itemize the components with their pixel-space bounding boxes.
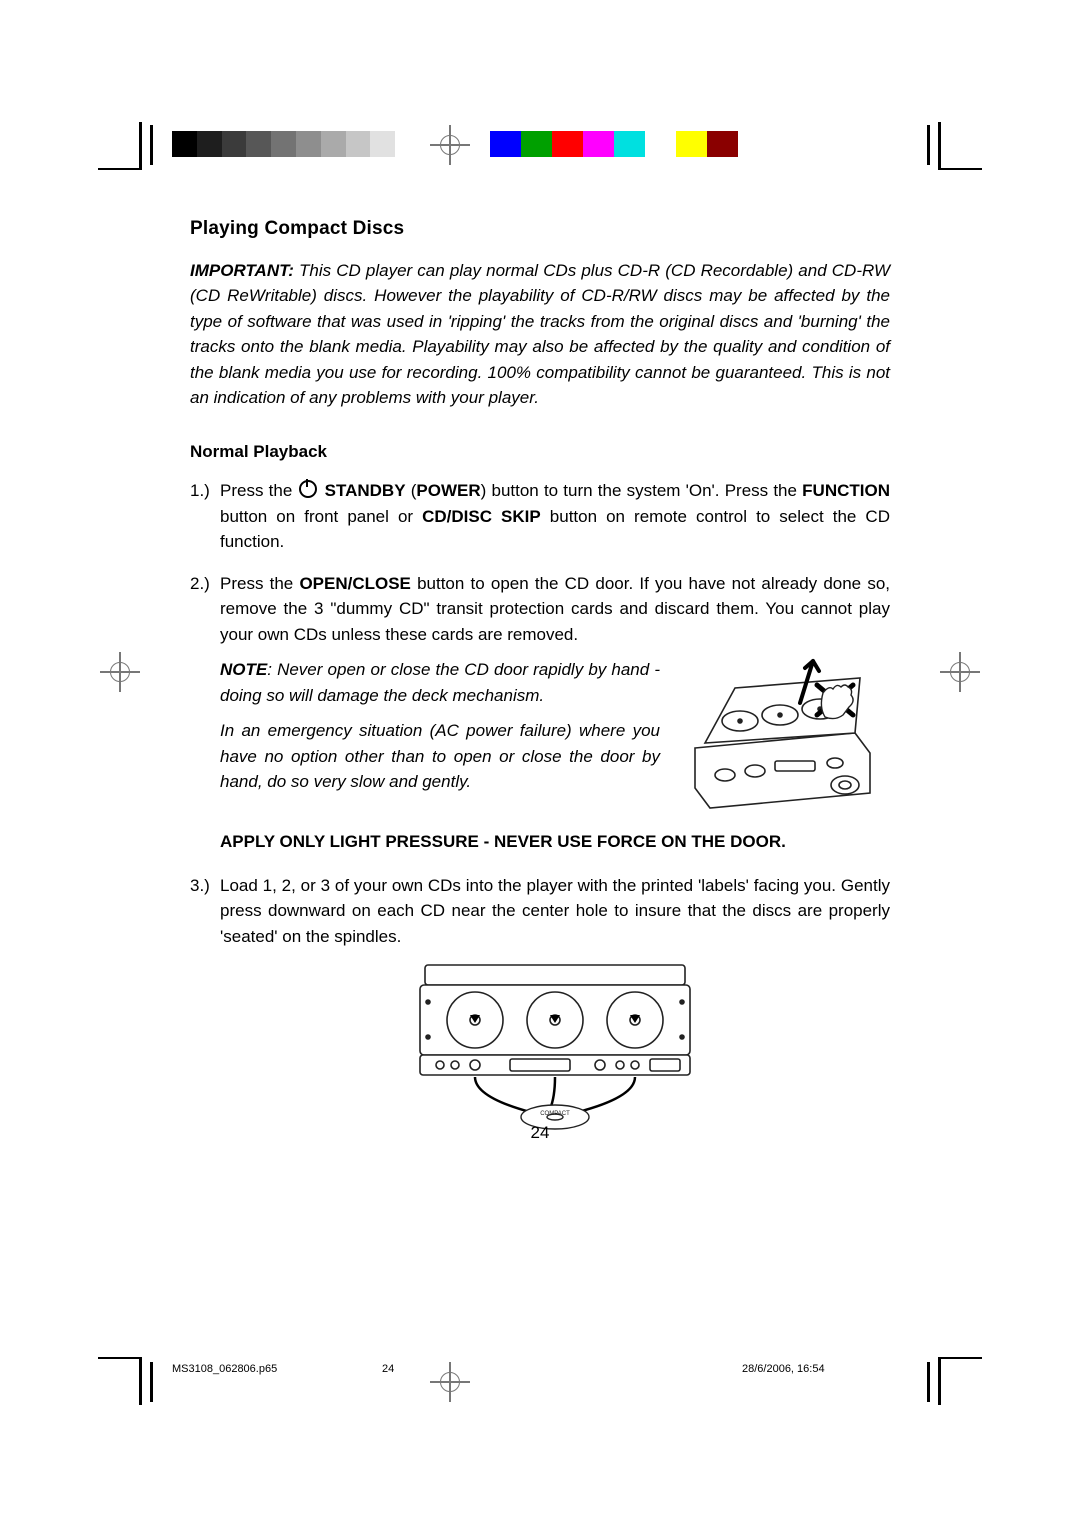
step-note-2: In an emergency situation (AC power fail… [220, 718, 660, 795]
cropmark [927, 125, 930, 165]
swatch [321, 131, 346, 157]
swatch [521, 131, 552, 157]
swatch [707, 131, 738, 157]
color-calibration-bar [490, 131, 738, 157]
registration-mark-icon [430, 125, 470, 165]
footer-datetime: 28/6/2006, 16:54 [582, 1363, 908, 1375]
swatch [172, 131, 197, 157]
cropmark [938, 1359, 941, 1405]
important-label: IMPORTANT: [190, 261, 294, 280]
swatch [395, 131, 420, 157]
steps-list: 1.) Press the STANDBY (POWER) button to … [190, 478, 890, 1137]
power-icon [299, 480, 317, 498]
swatch [490, 131, 521, 157]
page-number: 24 [0, 1123, 1080, 1143]
step-text: Press the STANDBY (POWER) button to turn… [220, 478, 890, 555]
figure-cd-loading: COMPACT [220, 957, 890, 1137]
swatch [246, 131, 271, 157]
cropmark [927, 1362, 930, 1402]
swatch [370, 131, 395, 157]
cropmark [938, 1357, 982, 1359]
cropmark [938, 168, 982, 170]
figure-cd-door-warning [680, 647, 890, 813]
swatch [346, 131, 371, 157]
step-text: Load 1, 2, or 3 of your own CDs into the… [220, 873, 890, 1138]
important-text: This CD player can play normal CDs plus … [190, 261, 890, 408]
section-title: Playing Compact Discs [190, 215, 890, 244]
step-note: NOTE: Never open or close the CD door ra… [220, 657, 660, 708]
swatch [271, 131, 296, 157]
swatch [676, 131, 707, 157]
grayscale-calibration-bar [172, 131, 420, 157]
step-1: 1.) Press the STANDBY (POWER) button to … [190, 478, 890, 555]
manual-page: Playing Compact Discs IMPORTANT: This CD… [0, 0, 1080, 1527]
registration-mark-icon [100, 652, 140, 692]
cropmark [150, 125, 153, 165]
step-number: 3.) [190, 873, 220, 1138]
cropmark [150, 1362, 153, 1402]
step-3: 3.) Load 1, 2, or 3 of your own CDs into… [190, 873, 890, 1138]
step-number: 1.) [190, 478, 220, 555]
cropmark [139, 1359, 142, 1405]
swatch [645, 131, 676, 157]
cropmark [98, 168, 142, 170]
cropmark [139, 122, 142, 168]
swatch [614, 131, 645, 157]
disc-label: COMPACT [540, 1111, 570, 1117]
subsection-title: Normal Playback [190, 439, 890, 465]
registration-mark-icon [940, 652, 980, 692]
page-content: Playing Compact Discs IMPORTANT: This CD… [190, 215, 890, 1153]
warning-text: APPLY ONLY LIGHT PRESSURE - NEVER USE FO… [220, 829, 890, 855]
step-text: Press the OPEN/CLOSE button to open the … [220, 571, 890, 814]
swatch [222, 131, 247, 157]
footer-filename: MS3108_062806.p65 [172, 1363, 382, 1375]
important-note: IMPORTANT: This CD player can play norma… [190, 258, 890, 411]
step-2: 2.) Press the OPEN/CLOSE button to open … [190, 571, 890, 814]
print-footer: MS3108_062806.p65 24 28/6/2006, 16:54 [172, 1363, 908, 1375]
step-number: 2.) [190, 571, 220, 814]
footer-page: 24 [382, 1363, 582, 1375]
swatch [583, 131, 614, 157]
swatch [552, 131, 583, 157]
swatch [197, 131, 222, 157]
cropmark [938, 122, 941, 168]
cropmark [98, 1357, 142, 1359]
swatch [296, 131, 321, 157]
